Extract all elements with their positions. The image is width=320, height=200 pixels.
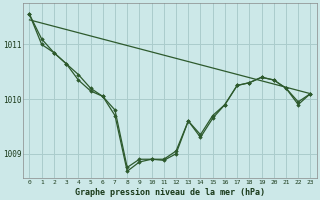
X-axis label: Graphe pression niveau de la mer (hPa): Graphe pression niveau de la mer (hPa) — [75, 188, 265, 197]
